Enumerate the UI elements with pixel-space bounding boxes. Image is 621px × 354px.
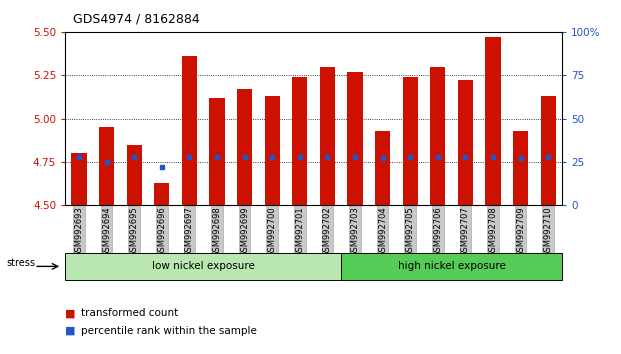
Bar — [486, 37, 501, 205]
Bar — [513, 131, 528, 205]
Bar — [430, 67, 445, 205]
Bar — [292, 77, 307, 205]
Text: low nickel exposure: low nickel exposure — [152, 261, 255, 272]
Bar — [127, 144, 142, 205]
Bar — [265, 96, 280, 205]
Bar — [99, 127, 114, 205]
Bar — [375, 131, 390, 205]
Text: transformed count: transformed count — [81, 308, 178, 318]
Bar — [71, 153, 86, 205]
Bar — [458, 80, 473, 205]
Bar — [237, 89, 252, 205]
Text: percentile rank within the sample: percentile rank within the sample — [81, 326, 256, 336]
Text: GDS4974 / 8162884: GDS4974 / 8162884 — [73, 12, 200, 25]
Bar — [154, 183, 170, 205]
Bar — [402, 77, 418, 205]
Bar — [347, 72, 363, 205]
Bar — [541, 96, 556, 205]
Text: ■: ■ — [65, 308, 76, 318]
Text: high nickel exposure: high nickel exposure — [397, 261, 505, 272]
Text: ■: ■ — [65, 326, 76, 336]
Bar — [209, 98, 225, 205]
Bar — [320, 67, 335, 205]
Bar — [182, 56, 197, 205]
Text: stress: stress — [6, 258, 35, 268]
